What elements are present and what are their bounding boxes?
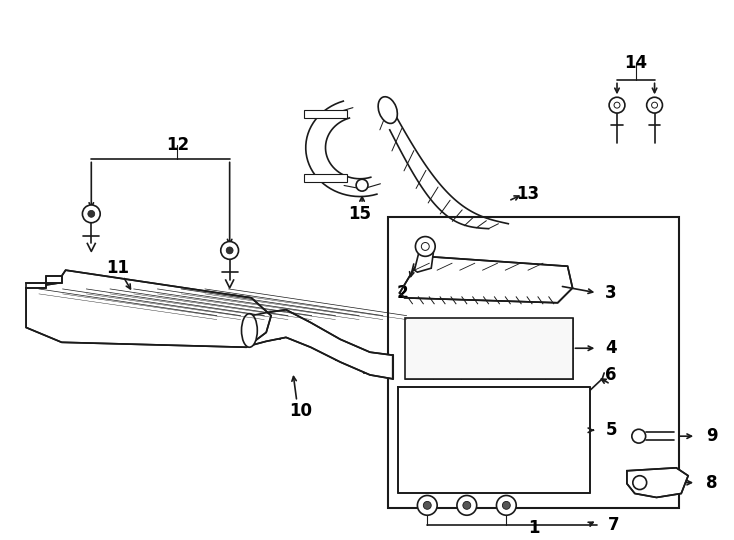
Circle shape (609, 97, 625, 113)
Text: 11: 11 (106, 259, 129, 277)
Text: 4: 4 (606, 339, 617, 357)
Circle shape (226, 247, 233, 254)
Circle shape (457, 496, 476, 515)
Bar (404, 318, 573, 379)
Bar (304, 110, 347, 118)
Circle shape (502, 502, 510, 509)
Polygon shape (415, 246, 435, 272)
Circle shape (418, 496, 437, 515)
Circle shape (496, 496, 516, 515)
Polygon shape (26, 276, 62, 288)
Ellipse shape (241, 314, 258, 347)
Text: 1: 1 (528, 519, 539, 537)
Circle shape (421, 242, 429, 251)
Text: 7: 7 (608, 516, 619, 534)
Circle shape (647, 97, 663, 113)
Circle shape (614, 102, 620, 108)
Bar (304, 174, 347, 182)
Circle shape (356, 179, 368, 191)
Circle shape (652, 102, 658, 108)
Circle shape (632, 429, 646, 443)
Polygon shape (399, 256, 573, 303)
Polygon shape (251, 310, 393, 379)
Polygon shape (26, 270, 271, 347)
Polygon shape (398, 387, 590, 494)
Text: 8: 8 (706, 474, 718, 491)
Text: 14: 14 (624, 53, 647, 72)
Text: 5: 5 (606, 421, 617, 439)
Bar (388, 217, 679, 508)
Circle shape (424, 502, 432, 509)
Text: 10: 10 (289, 402, 312, 421)
Text: 15: 15 (349, 205, 371, 223)
Polygon shape (627, 468, 688, 497)
Text: 12: 12 (166, 136, 189, 154)
Text: 2: 2 (397, 284, 408, 302)
Circle shape (633, 476, 647, 490)
Circle shape (88, 211, 95, 217)
Circle shape (415, 237, 435, 256)
Text: 13: 13 (517, 185, 539, 203)
Text: 6: 6 (606, 366, 617, 384)
Circle shape (82, 205, 101, 222)
Text: 9: 9 (706, 427, 718, 445)
Ellipse shape (378, 97, 397, 124)
Circle shape (463, 502, 470, 509)
Text: 3: 3 (606, 284, 617, 302)
Circle shape (221, 241, 239, 259)
